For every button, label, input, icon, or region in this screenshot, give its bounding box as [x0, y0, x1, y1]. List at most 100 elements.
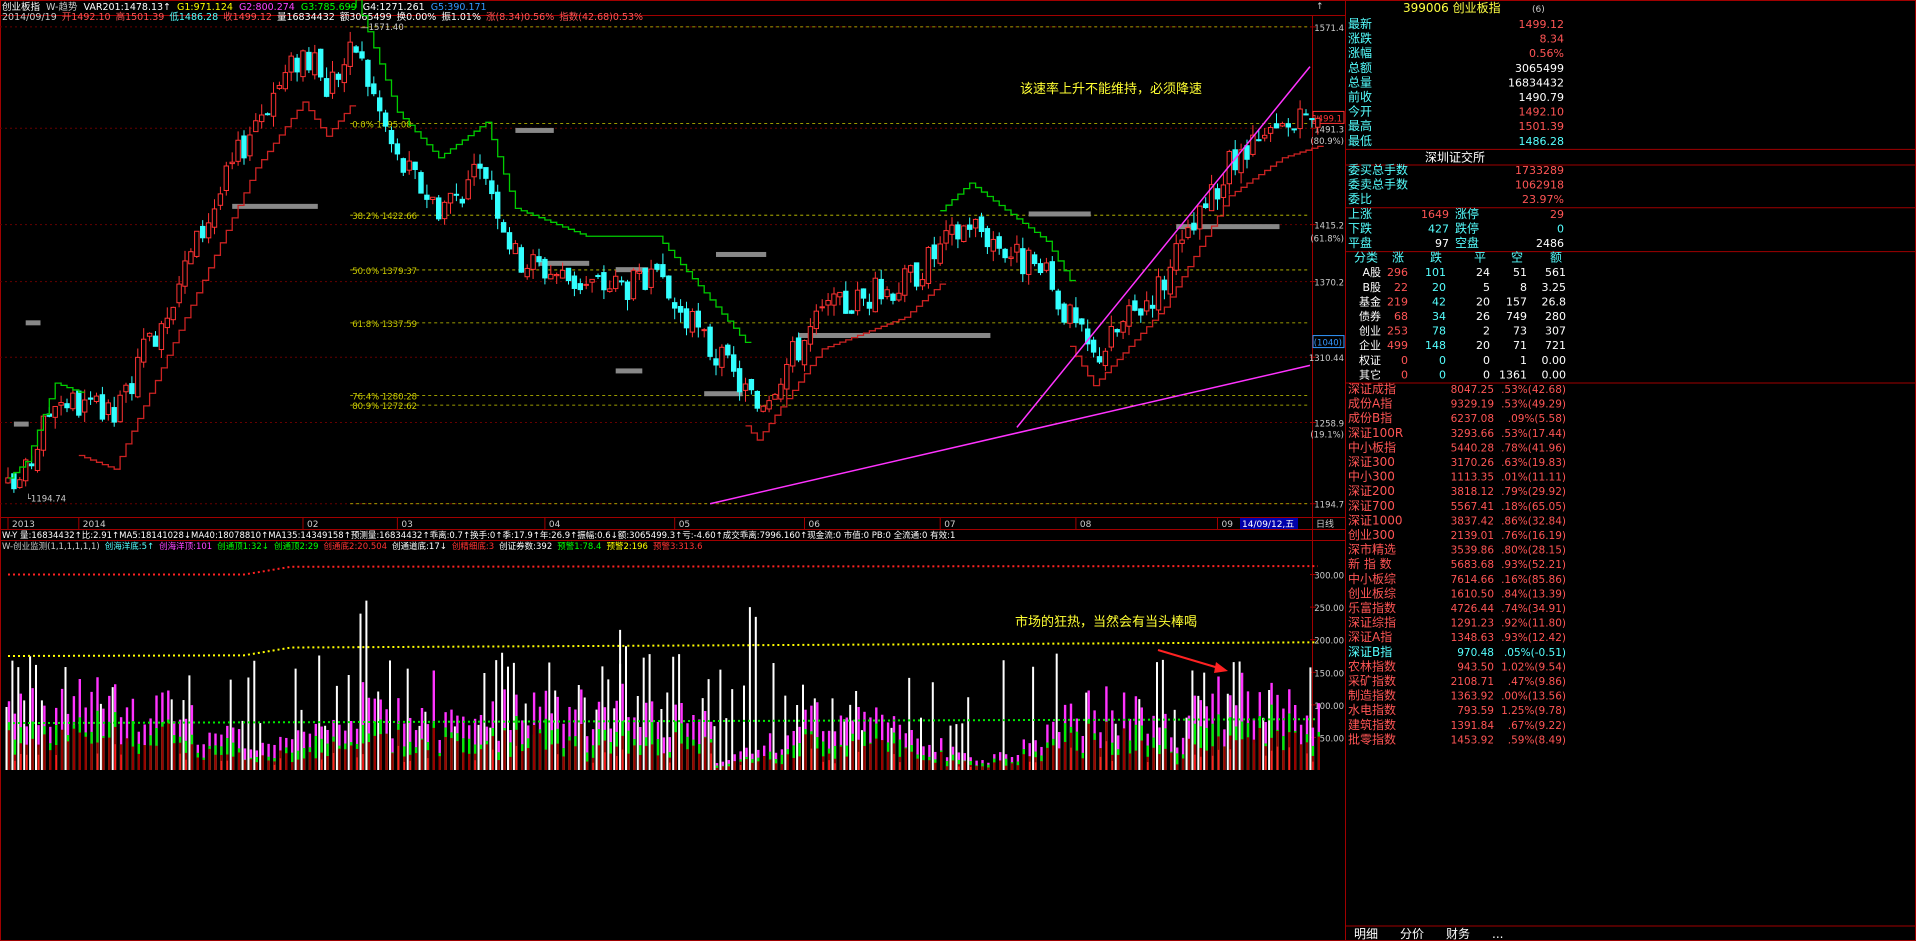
candle-body-213 [1262, 134, 1268, 139]
tab-2[interactable]: 财务 [1446, 926, 1470, 941]
indicator-line-8: 创证券数:392 [499, 541, 552, 552]
candle-body-59 [353, 46, 359, 53]
indicator-line-6: 创通道底:17↓ [392, 541, 447, 552]
index-val-17: 1348.63 [1451, 632, 1494, 644]
index-pct-19: 1.02%(9.54) [1501, 661, 1566, 673]
indicator-line-4: 创通顶2:29 [274, 541, 319, 552]
candle-body-147 [872, 277, 878, 313]
index-name-24: 批零指数 [1348, 731, 1396, 746]
cat-cell-6-0: 权证 [1359, 354, 1381, 367]
candle-body-68 [406, 160, 412, 171]
candle-body-201 [1191, 222, 1197, 231]
tab-0[interactable]: 明细 [1354, 927, 1378, 941]
quote-val-6: 1492.10 [1519, 106, 1565, 119]
cat-cell-2-5: 26.8 [1542, 295, 1567, 308]
candle-body-28 [170, 306, 176, 321]
candle-body-139 [825, 300, 831, 306]
index-pct-24: .59%(8.49) [1508, 734, 1566, 746]
candle-body-60 [359, 51, 365, 59]
cat-cell-6-3: 0 [1483, 354, 1490, 367]
fib-label-4: 76.4% 1280.28 [352, 392, 417, 402]
trendline-steep [1016, 66, 1311, 428]
cat-cell-4-2: 78 [1432, 325, 1446, 338]
price-label-3: 1370.2 [1314, 279, 1344, 289]
candle-body-61 [365, 59, 371, 87]
exchange-label: 深圳证交所 [1425, 149, 1485, 164]
boxed-price-text-1: (1040) [1314, 339, 1342, 349]
date-label-8: 08 [1080, 520, 1092, 530]
trendline-long [709, 364, 1311, 505]
candle-body-136 [807, 326, 814, 345]
tab-3[interactable]: ... [1492, 927, 1503, 941]
candle-body-189 [1120, 321, 1126, 333]
candle-body-111 [660, 264, 666, 278]
candle-body-100 [595, 275, 601, 278]
candle-body-87 [518, 247, 524, 273]
quote-key-7: 最高 [1348, 118, 1372, 133]
index-pct-13: .16%(85.86) [1501, 574, 1566, 586]
candle-body-71 [424, 194, 430, 200]
pct-label-2: (19.1%) [1310, 431, 1344, 441]
candle-body-17 [105, 402, 111, 415]
candle-body-110 [654, 263, 660, 270]
quote-val-5: 1490.79 [1519, 91, 1565, 104]
trail-green-1 [350, 0, 752, 344]
index-name-5: 深证300 [1348, 455, 1395, 469]
tab-1[interactable]: 分价 [1400, 927, 1424, 941]
date-cursor: 14/09/12,五 [1242, 520, 1294, 530]
order-val-0: 1733289 [1515, 164, 1564, 177]
annotation-bottom: 市场的狂热，当然会有当头棒喝 [1015, 614, 1197, 630]
candle-body-93 [554, 274, 560, 277]
header-line1-4: G2:800.274 [239, 2, 295, 13]
header-line2-4: 收1499.12 [223, 11, 272, 23]
lower-label-3: 150.00 [1314, 669, 1344, 679]
candle-body-2 [17, 479, 23, 488]
cat-cell-4-5: 307 [1545, 325, 1566, 338]
quote-val-4: 16834432 [1508, 76, 1564, 89]
boxed-price-1 [1312, 335, 1345, 349]
candle-body-23 [141, 338, 147, 363]
index-pct-21: .00%(13.56) [1501, 691, 1566, 703]
header-line2-7: 换0.00% [397, 11, 437, 23]
candle-body-151 [896, 292, 902, 301]
breadth-key1-1: 下跌 [1348, 220, 1372, 235]
date-cursor-box [1240, 518, 1298, 529]
candle-body-9 [58, 402, 64, 406]
cat-cell-1-4: 8 [1520, 281, 1527, 294]
candle-body-113 [672, 302, 678, 309]
candle-body-219 [1297, 108, 1303, 130]
candle-body-127 [754, 390, 760, 409]
candle-body-180 [1067, 304, 1073, 324]
candle-body-171 [1014, 243, 1020, 253]
cat-cell-5-4: 71 [1513, 339, 1527, 352]
candle-body-124 [736, 368, 743, 393]
candle-body-66 [394, 143, 401, 155]
index-pct-2: .09%(5.58) [1508, 413, 1566, 425]
candle-body-191 [1132, 300, 1138, 311]
candle-body-211 [1250, 134, 1256, 155]
candle-body-145 [860, 288, 867, 299]
candle-body-21 [129, 383, 135, 395]
candle-body-221 [1309, 118, 1315, 121]
arrow-head-icon [1214, 662, 1228, 673]
candle-body-92 [548, 273, 554, 280]
candle-body-32 [194, 230, 200, 257]
index-val-4: 5440.28 [1451, 442, 1494, 454]
quote-key-6: 今开 [1348, 104, 1372, 119]
breadth-val2-2: 2486 [1536, 237, 1564, 250]
index-name-15: 乐富指数 [1348, 600, 1396, 615]
indicator-bars [5, 600, 1321, 770]
candle-body-149 [884, 289, 890, 298]
header-line1-1: W-趋势 [46, 1, 78, 13]
quote-key-0: 最新 [1348, 16, 1372, 31]
candle-body-116 [689, 311, 696, 333]
cat-cell-7-3: 0 [1483, 368, 1490, 381]
index-val-22: 793.59 [1457, 705, 1494, 717]
candle-body-200 [1185, 227, 1191, 238]
candle-body-24 [146, 332, 153, 337]
candle-body-51 [306, 51, 312, 71]
header-line1-3: G1:971.124 [177, 2, 233, 13]
cat-cell-2-1: 219 [1387, 295, 1408, 308]
candle-body-206 [1220, 184, 1227, 198]
